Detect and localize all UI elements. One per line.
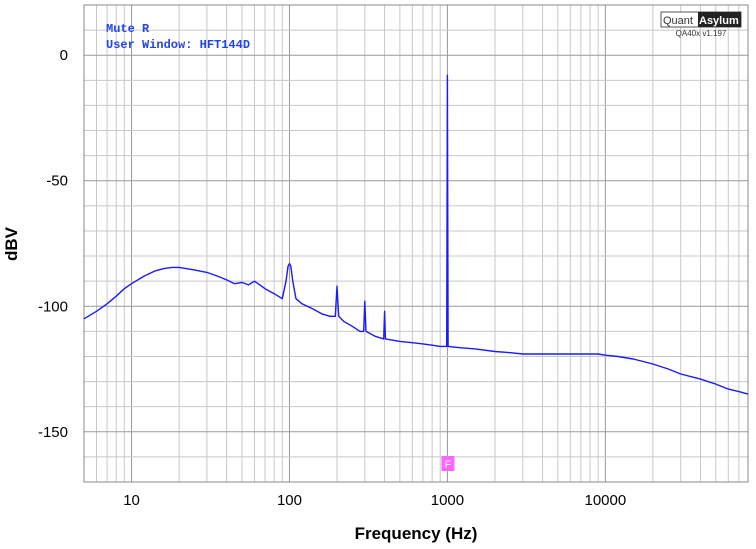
series-layer bbox=[83, 74, 749, 395]
grid-lines bbox=[83, 4, 749, 483]
quantasylum-logo: Quant Asylum QA40x v1.197 bbox=[660, 11, 742, 38]
x-tick-labels: 10 100 1000 10000 bbox=[123, 492, 626, 509]
y-tick-label: -100 bbox=[38, 298, 68, 315]
y-tick-label: -50 bbox=[46, 173, 68, 190]
y-tick-labels: 0 -50 -100 -150 bbox=[38, 47, 68, 441]
logo-asylum: Asylum bbox=[699, 15, 739, 27]
x-axis-title: Frequency (Hz) bbox=[355, 524, 478, 543]
marker-f-label: F bbox=[445, 459, 452, 471]
plot-frame bbox=[83, 4, 749, 483]
logo-dark-block bbox=[698, 12, 741, 27]
x-tick-label: 1000 bbox=[431, 492, 464, 509]
x-tick-label: 10000 bbox=[585, 492, 627, 509]
y-axis-title: dBV bbox=[2, 226, 21, 261]
logo-quant: Quant bbox=[663, 15, 693, 27]
annotation-mute: Mute R bbox=[106, 22, 150, 36]
marker-f: F bbox=[441, 456, 455, 471]
y-tick-label: 0 bbox=[60, 47, 68, 64]
version-label: QA40x v1.197 bbox=[676, 29, 727, 38]
y-tick-label: -150 bbox=[38, 424, 68, 441]
marker-f-box bbox=[441, 456, 455, 471]
x-tick-label: 100 bbox=[277, 492, 302, 509]
annotation-window: User Window: HFT144D bbox=[106, 38, 250, 52]
spectrum-series-line bbox=[83, 74, 749, 395]
x-tick-label: 10 bbox=[123, 492, 140, 509]
